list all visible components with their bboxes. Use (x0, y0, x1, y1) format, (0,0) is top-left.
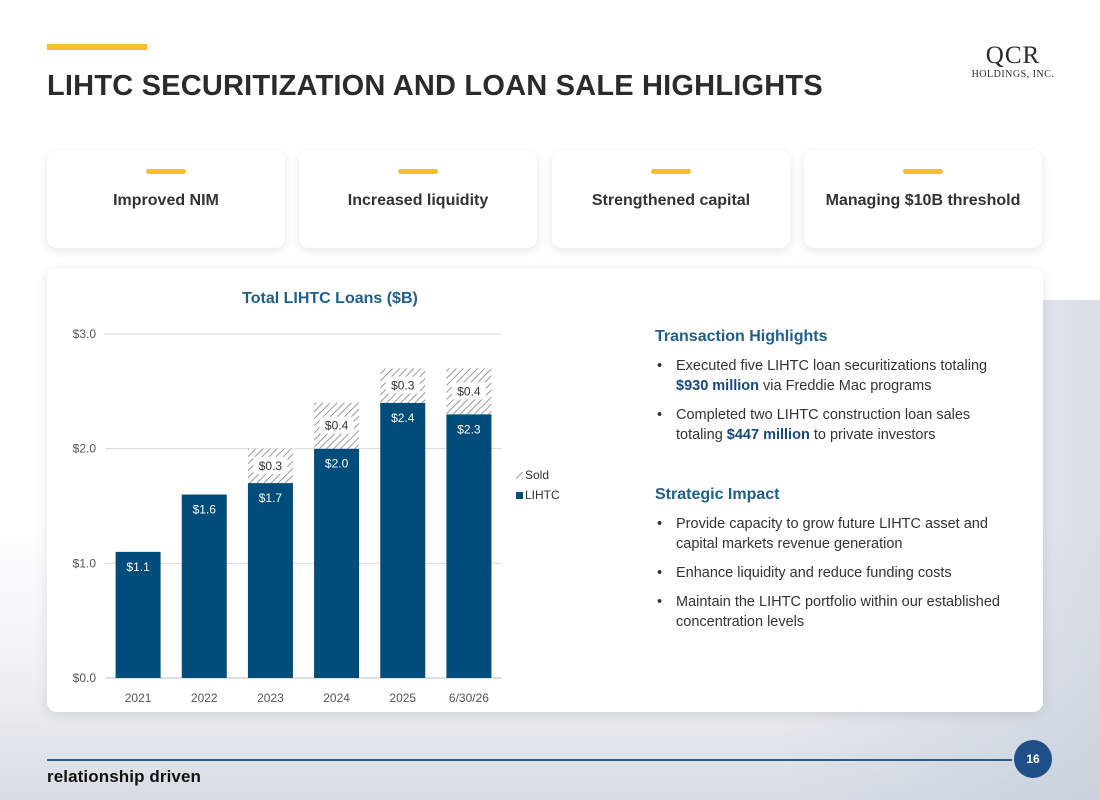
card-improved-nim: Improved NIM (47, 150, 285, 248)
card-label: Managing $10B threshold (825, 192, 1021, 209)
strategic-impact-title: Strategic Impact (655, 486, 780, 503)
bar-lihtc (115, 551, 161, 678)
impact-bullet: Provide capacity to grow future LIHTC as… (655, 514, 1015, 554)
card-increased-liquidity: Increased liquidity (299, 150, 537, 248)
card-label: Improved NIM (113, 192, 219, 209)
x-tick-label: 2024 (323, 691, 350, 705)
bullet-text: to private investors (809, 427, 936, 443)
chart-legend: Sold LIHTC (516, 468, 560, 502)
bar-lihtc (247, 483, 293, 678)
data-label-lihtc: $2.3 (457, 422, 481, 436)
card-label: Increased liquidity (347, 192, 489, 209)
y-tick-label: $2.0 (73, 442, 97, 456)
data-label-bg (253, 456, 288, 474)
footer-divider (47, 759, 1012, 761)
data-label-bg (385, 376, 420, 394)
x-tick-label: 6/30/26 (449, 691, 489, 705)
card-accent-bar (651, 169, 691, 174)
y-tick-label: $1.0 (73, 556, 97, 570)
data-label-lihtc: $1.7 (259, 491, 283, 505)
bullet-text: Executed five LIHTC loan securitizations… (676, 358, 988, 374)
strategic-impact: Strategic Impact Provide capacity to gro… (655, 486, 1015, 641)
highlight-bullet: Executed five LIHTC loan securitizations… (655, 356, 1015, 396)
chart-data-labels: $1.1 $1.6 $1.7 $0.3 $2.0 $0.4 $2.4 $0.3 $2.3 $0.4 (126, 376, 486, 574)
data-label-bg (319, 416, 354, 434)
page-number-badge: 16 (1014, 740, 1052, 778)
data-label-lihtc: $1.6 (193, 503, 217, 517)
legend-label: LIHTC (525, 488, 560, 502)
bar-lihtc (380, 402, 426, 678)
data-label-lihtc: $1.1 (126, 560, 150, 574)
highlight-amount: $447 million (726, 427, 810, 443)
x-tick-label: 2023 (257, 691, 284, 705)
impact-bullet: Enhance liquidity and reduce funding cos… (655, 563, 1015, 583)
data-label-sold: $0.3 (391, 379, 415, 393)
logo-sub-text: Holdings, Inc. (971, 69, 1055, 80)
card-strengthened-capital: Strengthened capital (552, 150, 790, 248)
x-tick-label: 2022 (191, 691, 218, 705)
highlight-amount: $930 million (676, 378, 760, 394)
legend-swatch (516, 472, 523, 479)
highlight-bullet: Completed two LIHTC construction loan sa… (655, 405, 1015, 445)
x-tick-label: 2025 (389, 691, 416, 705)
card-accent-bar (398, 169, 438, 174)
transaction-highlights: Transaction Highlights Executed five LIH… (655, 328, 1015, 454)
chart-bars (115, 368, 492, 678)
data-label-sold: $0.4 (457, 384, 481, 398)
card-managing-threshold: Managing $10B threshold (804, 150, 1042, 248)
card-accent-bar (903, 169, 943, 174)
footer-tagline: relationship driven (47, 767, 201, 786)
logo-main-text: QCR (985, 42, 1041, 69)
company-logo: QCR Holdings, Inc. (958, 42, 1068, 81)
chart-grid (105, 333, 502, 679)
y-tick-label: $3.0 (73, 327, 97, 341)
strategic-impact-list: Provide capacity to grow future LIHTC as… (655, 514, 1015, 632)
data-label-sold: $0.4 (325, 419, 349, 433)
chart-title: Total LIHTC Loans ($B) (242, 290, 418, 307)
legend-label: Sold (525, 468, 549, 482)
card-accent-bar (146, 169, 186, 174)
chart-axes: $0.0 $1.0 $2.0 $3.0 2021 2022 2023 2024 2025 6/30… (73, 327, 490, 705)
x-tick-label: 2021 (125, 691, 152, 705)
bullet-text: Completed two LIHTC construction loan sa… (676, 407, 971, 443)
impact-bullet: Maintain the LIHTC portfolio within our … (655, 592, 1015, 632)
content-panel: Total LIHTC Loans ($B) $1.1 $1.6 $1.7 $0.3 $… (47, 268, 1043, 712)
transaction-highlights-list: Executed five LIHTC loan securitizations… (655, 356, 1015, 445)
highlight-cards: Improved NIM Increased liquidity Strengt… (47, 150, 1043, 248)
data-label-sold: $0.3 (259, 459, 283, 473)
data-label-lihtc: $2.0 (325, 457, 349, 471)
card-label: Strengthened capital (591, 192, 751, 209)
legend-swatch (516, 492, 523, 499)
lihtc-loans-chart: Total LIHTC Loans ($B) $1.1$1.6$1.7$0.3 $… (73, 290, 560, 705)
bar-lihtc (446, 414, 492, 678)
bar-lihtc (314, 448, 360, 678)
data-label-lihtc: $2.4 (391, 411, 415, 425)
page-title: LIHTC SECURITIZATION AND LOAN SALE HIGHL… (47, 70, 823, 102)
y-tick-label: $0.0 (73, 671, 97, 685)
data-label-bg (451, 382, 486, 400)
bar-lihtc (181, 494, 227, 678)
title-accent-bar (47, 44, 147, 50)
transaction-highlights-title: Transaction Highlights (655, 328, 828, 345)
bullet-text: via Freddie Mac programs (759, 378, 932, 394)
